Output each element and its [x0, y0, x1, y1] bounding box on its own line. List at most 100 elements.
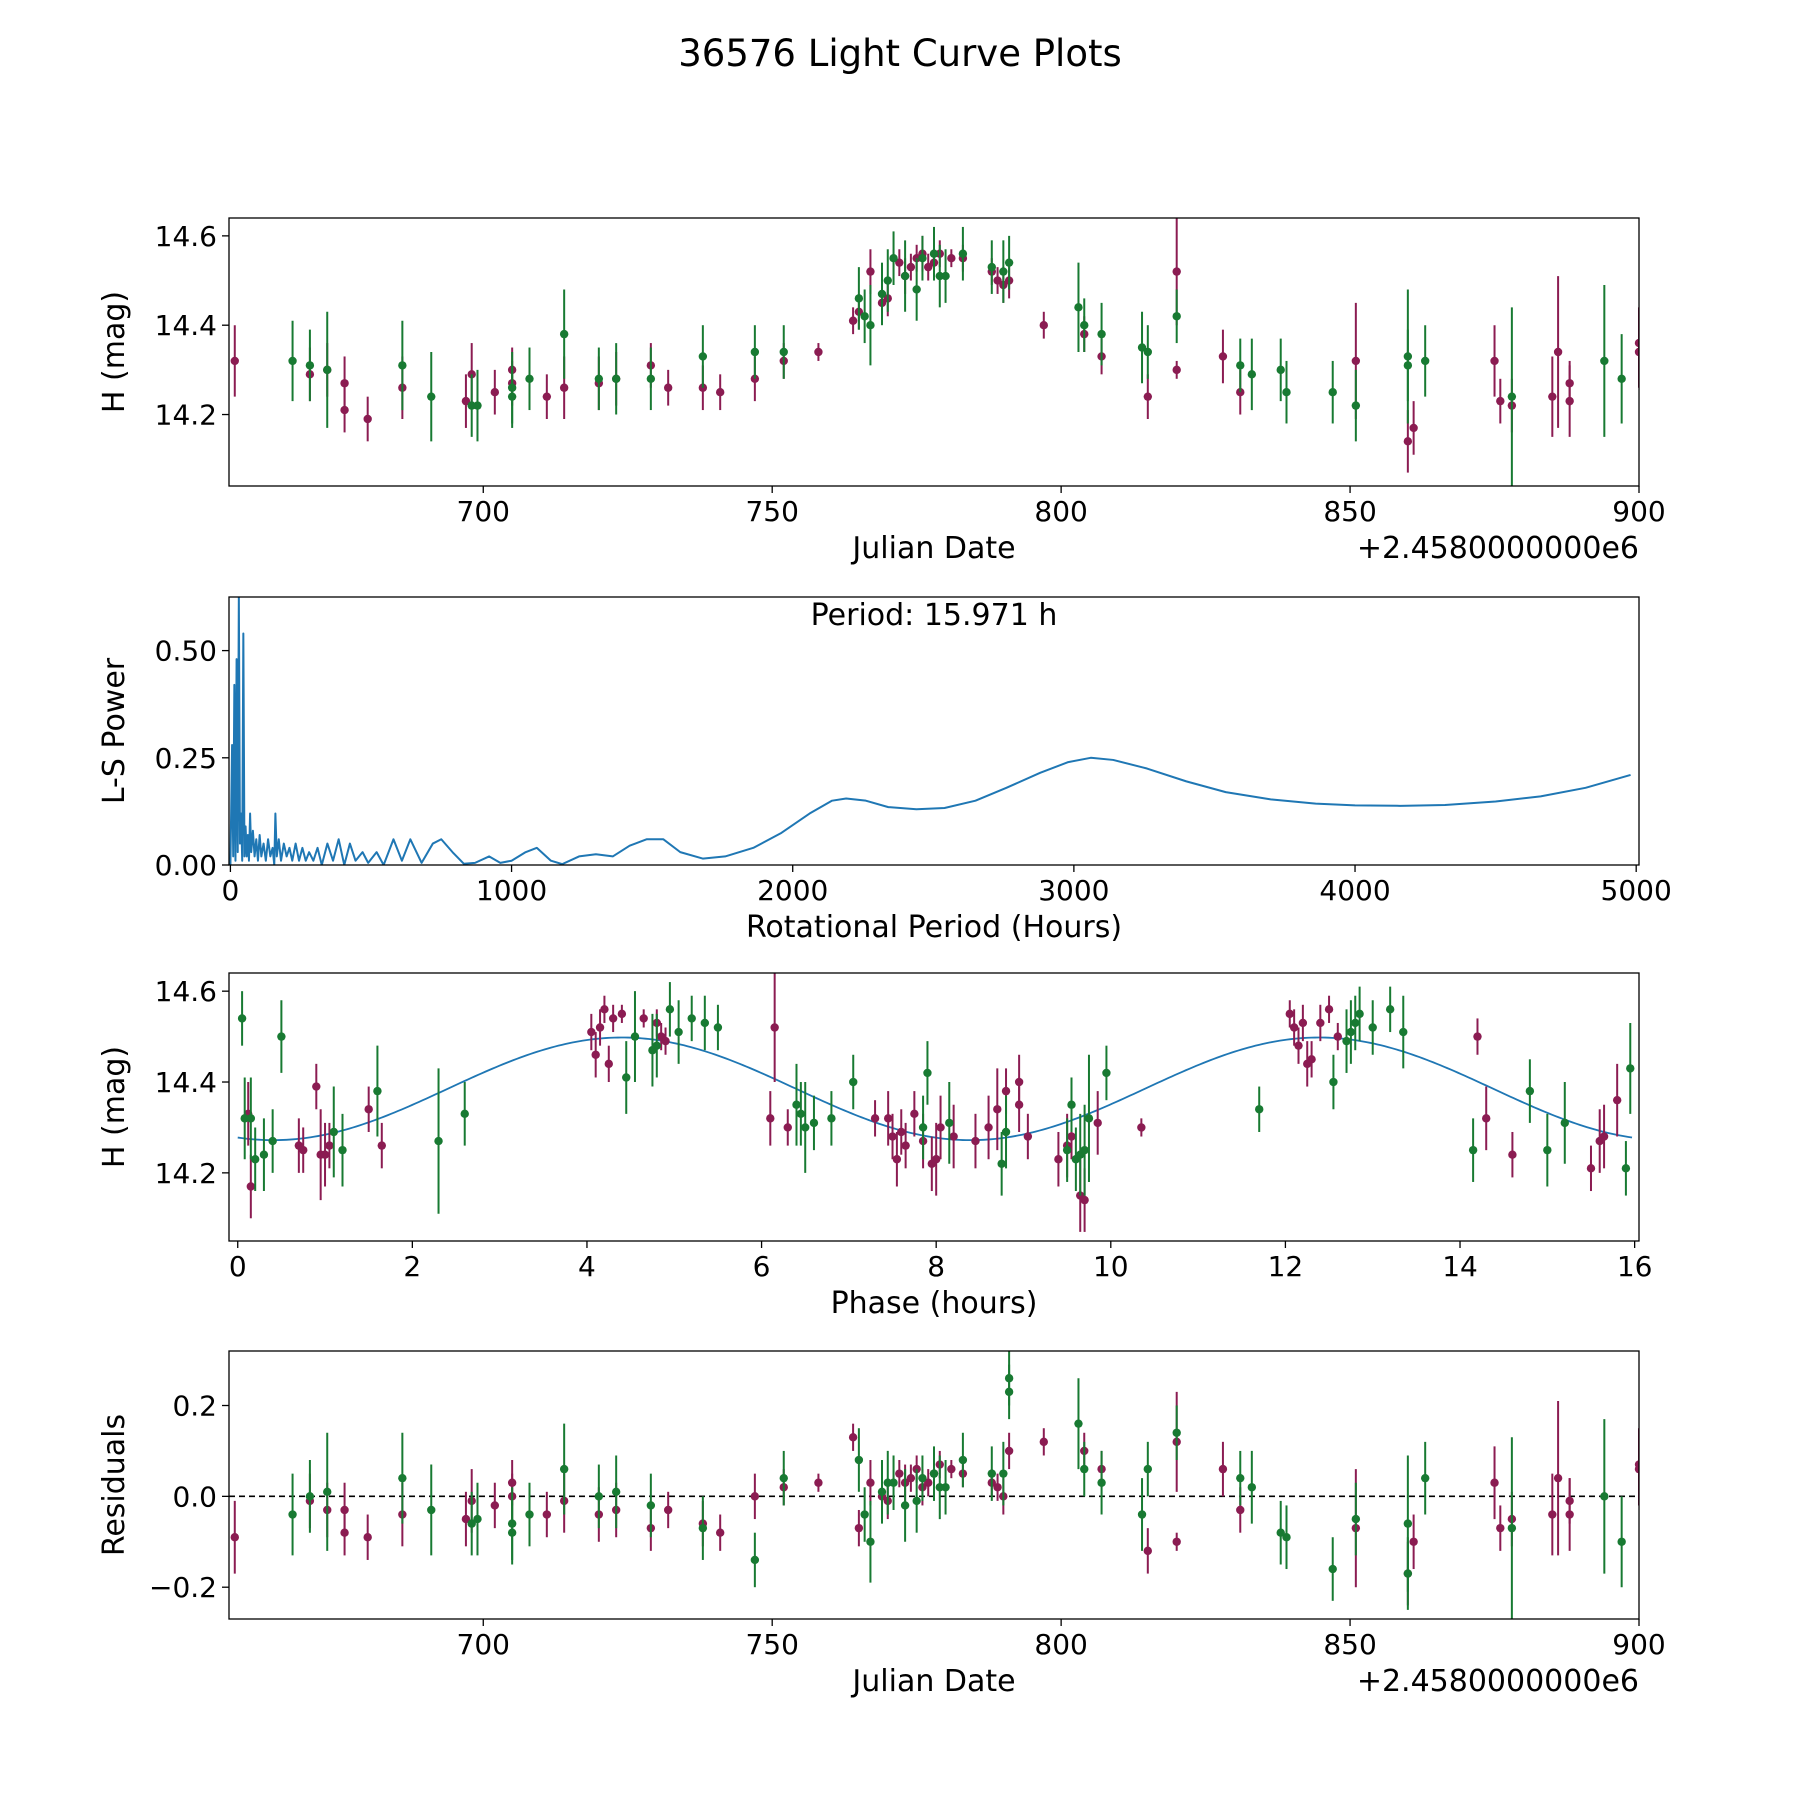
data-point	[941, 1483, 950, 1492]
x-tick-label: 2	[403, 1250, 421, 1283]
data-point	[611, 1487, 621, 1497]
data-point	[1351, 356, 1361, 366]
data-point	[460, 1109, 469, 1119]
data-point	[1143, 392, 1153, 401]
data-point	[1420, 356, 1430, 366]
data-point	[1368, 1023, 1377, 1032]
x-tick-label: 850	[1323, 1628, 1376, 1661]
x-tick-label: 900	[1612, 495, 1665, 528]
x-tick-label: 5000	[1601, 874, 1672, 907]
x-tick-label: 0	[229, 1250, 247, 1283]
data-point	[1560, 1118, 1569, 1128]
data-point	[427, 1505, 436, 1515]
data-point	[230, 1533, 239, 1542]
x-tick-label: 750	[745, 495, 798, 528]
y-tick-label: 14.4	[155, 309, 217, 342]
data-point	[622, 1073, 631, 1082]
data-point	[1004, 258, 1014, 267]
data-point	[1282, 388, 1291, 397]
data-point	[663, 1505, 673, 1515]
data-point	[1355, 1009, 1364, 1019]
data-point	[1333, 1032, 1342, 1041]
data-point	[698, 1523, 708, 1533]
data-point	[617, 1009, 627, 1019]
x-tick-label: 750	[745, 1628, 798, 1661]
data-point	[1143, 1546, 1153, 1556]
data-point	[312, 1082, 321, 1091]
chart-periodogram: 0 1000 2000 3000 4000 5000 0.00 0.25 0.50 Rotatio…	[97, 596, 1672, 945]
y-axis-label: H (mag)	[97, 1046, 132, 1168]
series-r	[230, 218, 1639, 473]
data-point	[559, 329, 569, 339]
data-point	[608, 1014, 618, 1023]
data-point	[1143, 347, 1153, 357]
axes-frame	[228, 217, 1640, 487]
data-point	[924, 1478, 933, 1487]
data-point	[1496, 396, 1505, 406]
data-point	[1247, 1483, 1257, 1492]
data-point	[1137, 1123, 1146, 1132]
data-point	[639, 1014, 648, 1023]
data-point	[1634, 1464, 1639, 1474]
data-point	[1172, 1537, 1181, 1546]
data-point	[796, 1109, 806, 1119]
data-point	[1143, 1464, 1153, 1474]
data-point	[1586, 1164, 1596, 1173]
data-point	[490, 1501, 500, 1510]
data-point	[1080, 1195, 1089, 1205]
data-point	[467, 401, 476, 410]
data-point	[993, 1105, 1002, 1114]
data-point	[1285, 1009, 1294, 1019]
data-point	[929, 1469, 939, 1478]
data-point	[1039, 1437, 1048, 1447]
data-point	[467, 370, 476, 379]
data-point	[766, 1114, 775, 1123]
data-point	[1137, 343, 1147, 352]
data-point	[715, 388, 725, 397]
data-point	[895, 1469, 904, 1478]
data-point	[340, 1528, 349, 1537]
data-point	[1062, 1145, 1072, 1155]
y-tick-label: 0.25	[155, 742, 217, 775]
data-point	[892, 1155, 902, 1164]
data-point	[1553, 347, 1563, 357]
data-point	[1294, 1041, 1303, 1050]
data-point	[338, 1145, 347, 1155]
data-point	[801, 1123, 810, 1132]
data-point	[1172, 267, 1181, 276]
data-point	[1255, 1105, 1264, 1114]
data-point	[750, 347, 760, 357]
data-point	[1172, 365, 1181, 375]
data-point	[507, 1519, 517, 1528]
data-point	[1351, 401, 1361, 410]
x-tick-label: 800	[1034, 1628, 1087, 1661]
data-point	[949, 1132, 958, 1141]
y-tick-label: 0.50	[155, 635, 217, 668]
data-point	[663, 383, 673, 392]
data-point	[661, 1036, 670, 1046]
data-point	[594, 1492, 604, 1501]
data-point	[473, 1514, 482, 1524]
y-tick-label: 14.6	[155, 220, 217, 253]
series-Lomb-Scargle power	[229, 597, 1631, 865]
data-point	[958, 249, 968, 258]
data-point	[1218, 1464, 1228, 1474]
data-point	[1403, 1569, 1413, 1578]
data-point	[1004, 1446, 1014, 1456]
data-point	[1218, 352, 1228, 361]
x-tick-label: 900	[1612, 1628, 1665, 1661]
data-point	[792, 1100, 801, 1109]
y-tick-label: 14.6	[155, 975, 217, 1008]
data-point	[1247, 370, 1257, 379]
data-point	[1548, 392, 1557, 401]
x-tick-label: 8	[927, 1250, 945, 1283]
data-point	[340, 379, 349, 388]
data-point	[1403, 361, 1413, 370]
data-point	[895, 258, 904, 267]
series-g	[288, 226, 1626, 486]
data-point	[866, 1537, 875, 1546]
data-point	[1496, 1523, 1505, 1533]
data-point	[461, 396, 471, 406]
